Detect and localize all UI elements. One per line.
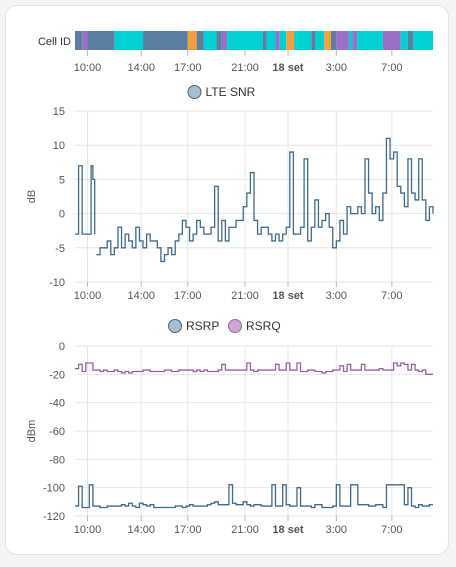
x-tick-label: 10:00 <box>74 524 102 536</box>
cell-id-segment[interactable] <box>413 31 433 50</box>
x-tick-label: 10:00 <box>74 290 102 302</box>
y-tick-label: 0 <box>59 341 65 353</box>
charts-canvas: Cell ID 10:00 14:00 17:00 21:00 18 set 3:00 7:0… <box>26 31 434 536</box>
cell-id-tick-label: 17:00 <box>174 62 202 74</box>
x-tick-label: 17:00 <box>174 290 202 302</box>
cell-id-segment[interactable] <box>279 31 287 50</box>
y-tick-label: -100 <box>43 483 65 495</box>
y-tick-label: -20 <box>49 369 65 381</box>
y-tick-label: 15 <box>53 106 65 118</box>
cell-id-tick-label: 7:00 <box>381 62 402 74</box>
cell-id-segment[interactable] <box>227 31 263 50</box>
cell-id-segment[interactable] <box>143 31 188 50</box>
series-line-lte-snr <box>96 137 434 263</box>
cell-id-segment[interactable] <box>407 31 414 50</box>
legend-swatch-rsrp[interactable] <box>168 319 182 333</box>
x-tick-label: 17:00 <box>174 524 202 536</box>
legend-label-rsrq[interactable]: RSRQ <box>246 319 281 333</box>
x-tick-label: 14:00 <box>127 524 155 536</box>
y-axis-label: dBm <box>26 420 38 443</box>
cell-id-segment[interactable] <box>330 31 337 50</box>
cell-id-tick-label: 3:00 <box>326 62 347 74</box>
x-tick-label: 7:00 <box>381 524 402 536</box>
y-tick-label: 5 <box>59 174 65 186</box>
legend-label-lte-snr[interactable]: LTE SNR <box>206 85 256 99</box>
cell-id-segment[interactable] <box>348 31 353 50</box>
cell-id-segment[interactable] <box>336 31 349 50</box>
cell-id-segment[interactable] <box>266 31 276 50</box>
cell-id-label: Cell ID <box>38 36 71 48</box>
cell-id-tick-label: 21:00 <box>231 62 259 74</box>
cell-id-segment[interactable] <box>262 31 267 50</box>
cell-id-segment[interactable] <box>315 31 325 50</box>
x-tick-label: 14:00 <box>127 290 155 302</box>
cell-id-segment[interactable] <box>400 31 408 50</box>
cell-id-segment[interactable] <box>87 31 115 50</box>
cell-id-segment[interactable] <box>352 31 358 50</box>
x-tick-label: 3:00 <box>326 290 347 302</box>
cell-id-segment[interactable] <box>311 31 316 50</box>
cell-id-segment[interactable] <box>382 31 401 50</box>
x-tick-label: 3:00 <box>326 524 347 536</box>
y-tick-label: -120 <box>43 511 65 523</box>
legend-label-rsrp[interactable]: RSRP <box>186 319 219 333</box>
y-axis-label: dB <box>26 190 38 203</box>
legend-swatch-lte-snr[interactable] <box>187 85 202 99</box>
y-tick-label: 10 <box>53 140 65 152</box>
x-tick-label: 7:00 <box>381 290 402 302</box>
y-tick-label: -10 <box>49 277 65 289</box>
cell-id-segment[interactable] <box>114 31 144 50</box>
cell-id-segment[interactable] <box>75 31 83 50</box>
cell-id-tick-label: 14:00 <box>127 62 155 74</box>
cell-id-segment[interactable] <box>187 31 197 50</box>
x-tick-label: 18 set <box>272 524 304 536</box>
cell-id-segment[interactable] <box>216 31 222 50</box>
y-tick-label: -60 <box>49 426 65 438</box>
cell-id-segment[interactable] <box>221 31 228 50</box>
series-line-rsrp <box>75 484 433 509</box>
cell-id-tick-label: 18 set <box>272 62 304 74</box>
history-card: Cell ID 10:00 14:00 17:00 21:00 18 set 3:00 7:0… <box>5 5 449 555</box>
y-tick-label: -40 <box>49 398 65 410</box>
cell-id-segment[interactable] <box>357 31 383 50</box>
cell-id-tick-label: 10:00 <box>74 62 102 74</box>
cell-id-segment[interactable] <box>324 31 331 50</box>
cell-id-segment[interactable] <box>275 31 280 50</box>
x-tick-label: 21:00 <box>231 290 259 302</box>
legend-swatch-rsrq[interactable] <box>228 319 242 333</box>
y-tick-label: -80 <box>49 454 65 466</box>
series-line-lte-snr <box>75 165 96 235</box>
cell-id-segment[interactable] <box>82 31 88 50</box>
y-tick-label: -5 <box>55 243 65 255</box>
x-tick-label: 21:00 <box>231 524 259 536</box>
cell-id-segment[interactable] <box>294 31 312 50</box>
series-line-rsrq <box>75 362 433 375</box>
cell-id-segment[interactable] <box>203 31 217 50</box>
y-tick-label: 0 <box>59 209 65 221</box>
cell-id-segment[interactable] <box>196 31 204 50</box>
cell-id-segment[interactable] <box>286 31 295 50</box>
x-tick-label: 18 set <box>272 290 304 302</box>
